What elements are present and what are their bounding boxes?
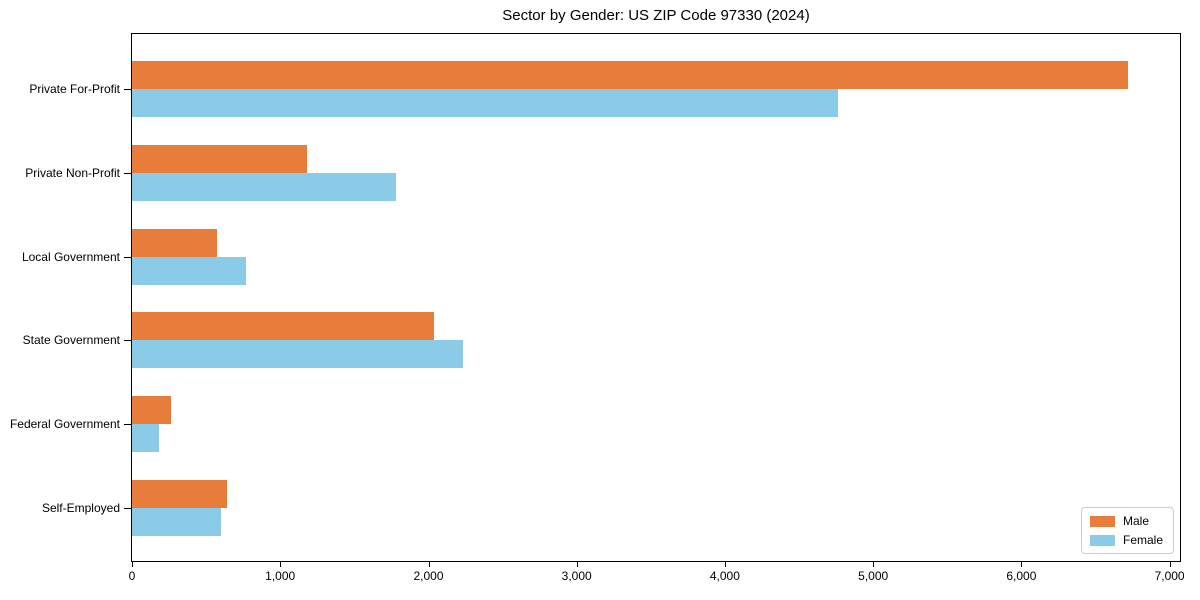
legend-item-male: Male xyxy=(1089,514,1163,528)
bar-male-local-government xyxy=(132,228,217,257)
bar-female-self-employed xyxy=(132,508,221,536)
bar-male-private-for-profit xyxy=(132,61,1129,89)
y-axis-label-private-non-profit: Private Non-Profit xyxy=(25,165,120,180)
x-tick-label-0: 0 xyxy=(128,569,136,583)
x-tick-label-2000: 2,000 xyxy=(413,569,444,583)
x-tick-1000 xyxy=(280,562,282,567)
x-tick-7000 xyxy=(1169,562,1171,567)
y-axis-label-federal-government: Federal Government xyxy=(9,417,120,432)
legend: Male Female xyxy=(1080,507,1174,554)
bar-female-local-government xyxy=(132,256,247,285)
chart-title: Sector by Gender: US ZIP Code 97330 (202… xyxy=(502,7,810,24)
bar-male-federal-government xyxy=(132,396,171,425)
x-tick-4000 xyxy=(724,562,726,567)
x-tick-label-6000: 6,000 xyxy=(1006,569,1037,583)
male-swatch xyxy=(1089,515,1115,527)
legend-item-female: Female xyxy=(1089,533,1163,547)
bar-female-federal-government xyxy=(132,424,160,453)
y-axis-label-private-for-profit: Private For-Profit xyxy=(29,82,120,96)
x-tick-0 xyxy=(132,562,133,567)
x-tick-label-7000: 7,000 xyxy=(1154,569,1185,583)
y-axis-label-local-government: Local Government xyxy=(21,249,120,264)
y-tick-self-employed xyxy=(124,508,131,509)
bar-male-self-employed xyxy=(132,480,227,508)
bar-female-private-for-profit xyxy=(132,89,838,117)
x-tick-5000 xyxy=(873,562,875,567)
x-tick-label-4000: 4,000 xyxy=(709,569,740,583)
bar-female-private-non-profit xyxy=(132,172,396,201)
female-swatch xyxy=(1089,534,1115,546)
y-tick-local-government xyxy=(124,256,131,258)
y-tick-private-non-profit xyxy=(124,172,131,174)
y-tick-private-for-profit xyxy=(124,89,131,90)
bar-male-state-government xyxy=(132,312,435,341)
x-tick-label-1000: 1,000 xyxy=(265,569,296,583)
y-axis-label-self-employed: Self-Employed xyxy=(41,501,120,515)
x-tick-2000 xyxy=(428,562,430,567)
bar-female-state-government xyxy=(132,340,463,369)
x-tick-label-5000: 5,000 xyxy=(858,569,889,583)
x-tick-6000 xyxy=(1021,562,1023,567)
x-tick-label-3000: 3,000 xyxy=(561,569,592,583)
x-tick-3000 xyxy=(576,562,578,567)
legend-label-female: Female xyxy=(1122,533,1163,547)
plot-area: Male Female xyxy=(131,33,1181,562)
y-axis-label-state-government: State Government xyxy=(22,333,120,348)
y-tick-federal-government xyxy=(124,424,131,426)
bar-male-private-non-profit xyxy=(132,144,307,173)
legend-label-male: Male xyxy=(1122,514,1149,528)
y-tick-state-government xyxy=(124,340,131,342)
